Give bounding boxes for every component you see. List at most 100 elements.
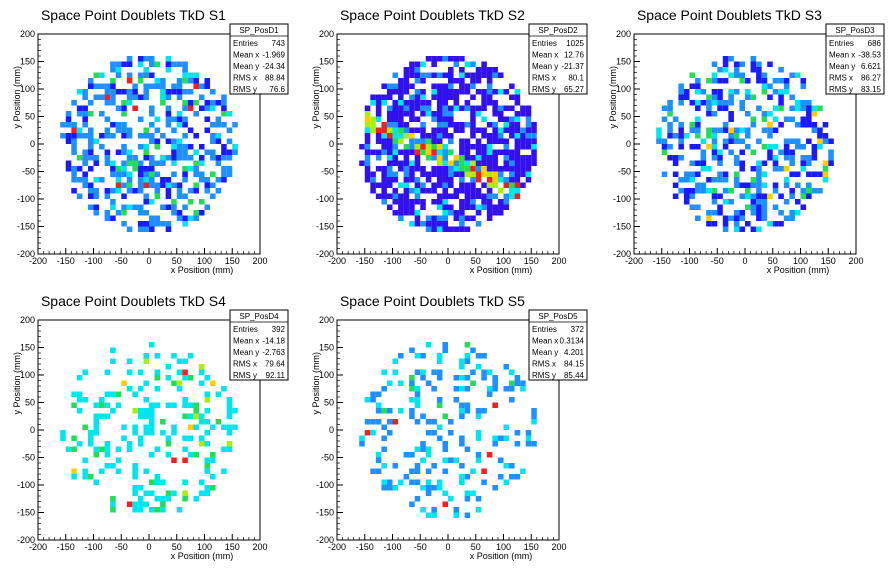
histogram-bin [778,210,784,216]
histogram-bin [414,67,421,73]
x-tick-label: -50 [115,542,128,552]
histogram-bin [386,419,393,425]
histogram-bin [398,160,404,166]
histogram-bin [525,105,532,111]
histogram-bin [210,193,216,199]
histogram-bin [104,155,111,161]
histogram-bin [392,138,399,144]
histogram-bin [475,160,482,166]
histogram-bin [71,122,77,128]
y-tick-label: -50 [618,167,631,177]
histogram-bin [187,72,194,78]
histogram-bin [132,166,138,172]
histogram-bin [210,100,216,106]
histogram-bin [503,204,510,210]
histogram-bin [475,111,482,117]
histogram-bin [182,446,188,452]
histogram-bin [492,72,498,78]
histogram-bin [778,193,784,199]
histogram-bin [678,100,684,106]
histogram-bin [392,188,399,194]
histogram-bin [425,100,432,106]
histogram-bin [198,177,205,183]
histogram-bin [104,369,111,375]
histogram-bin [436,171,443,177]
histogram-bin [497,166,504,172]
stats-key: RMS x [233,360,257,369]
histogram-bin [87,155,94,161]
x-tick-label: 50 [471,256,481,266]
histogram-bin [143,171,149,177]
histogram-bin [475,507,482,513]
histogram-bin [76,133,83,139]
histogram-bin [137,78,144,84]
histogram-bin [783,215,790,221]
histogram-bin [409,67,415,73]
histogram-bin [436,353,443,359]
histogram-bin [481,144,487,150]
histogram-bin [492,171,498,177]
histogram-bin [431,419,437,425]
histogram-bin [414,78,421,84]
histogram-bin [667,105,673,111]
histogram-bin [695,204,701,210]
histogram-bin [448,122,454,128]
histogram-bin [739,127,745,133]
histogram-bin [420,127,426,133]
histogram-bin [783,182,790,188]
histogram-bin [425,479,432,485]
histogram-bin [215,419,222,425]
histogram-bin [475,78,482,84]
histogram-bin [514,166,521,172]
stats-key: RMS x [532,360,556,369]
histogram-bin [425,215,432,221]
histogram-bin [756,138,762,144]
histogram-bin [459,204,465,210]
histogram-bin [448,171,454,177]
histogram-bin [409,133,415,139]
stats-value: 80.1 [568,74,584,83]
stats-key: Mean y [532,348,558,357]
y-axis-label: y Position (mm) [608,66,618,129]
stats-key: Entries [532,39,557,48]
histogram-bin [398,204,404,210]
histogram-bin [126,501,133,507]
histogram-bin [403,166,410,172]
histogram-bin [453,397,460,403]
stats-value: 86.27 [861,74,882,83]
histogram-bin [171,430,177,436]
histogram-bin [403,204,410,210]
histogram-bin [93,424,100,430]
histogram-bin [193,72,199,78]
histogram-bin [470,127,476,133]
x-tick-label: 100 [496,542,511,552]
histogram-bin [193,413,199,419]
histogram-bin [717,210,723,216]
histogram-bin [110,496,116,502]
histogram-bin [232,408,238,414]
histogram-bin [525,116,532,122]
histogram-bin [65,446,72,452]
histogram-bin [470,199,476,205]
histogram-bin [99,402,105,408]
histogram-bin [409,204,415,210]
histogram-bin [409,210,415,216]
histogram-bin [514,188,521,194]
histogram-bin [811,149,818,155]
x-tick-label: -150 [57,256,75,266]
histogram-bin [772,188,779,194]
y-tick-label: 0 [329,425,334,435]
histogram-bin [420,199,426,205]
histogram-bin [104,89,111,95]
histogram-bin [525,111,532,117]
histogram-bin [672,133,679,139]
histogram-bin [132,430,138,436]
histogram-bin [392,463,399,469]
histogram-bin [672,155,679,161]
histogram-bin [398,105,404,111]
histogram-bin [375,100,382,106]
histogram-bin [143,490,149,496]
histogram-bin [420,507,426,513]
histogram-bin [154,127,161,133]
x-tick-label: 200 [252,256,267,266]
